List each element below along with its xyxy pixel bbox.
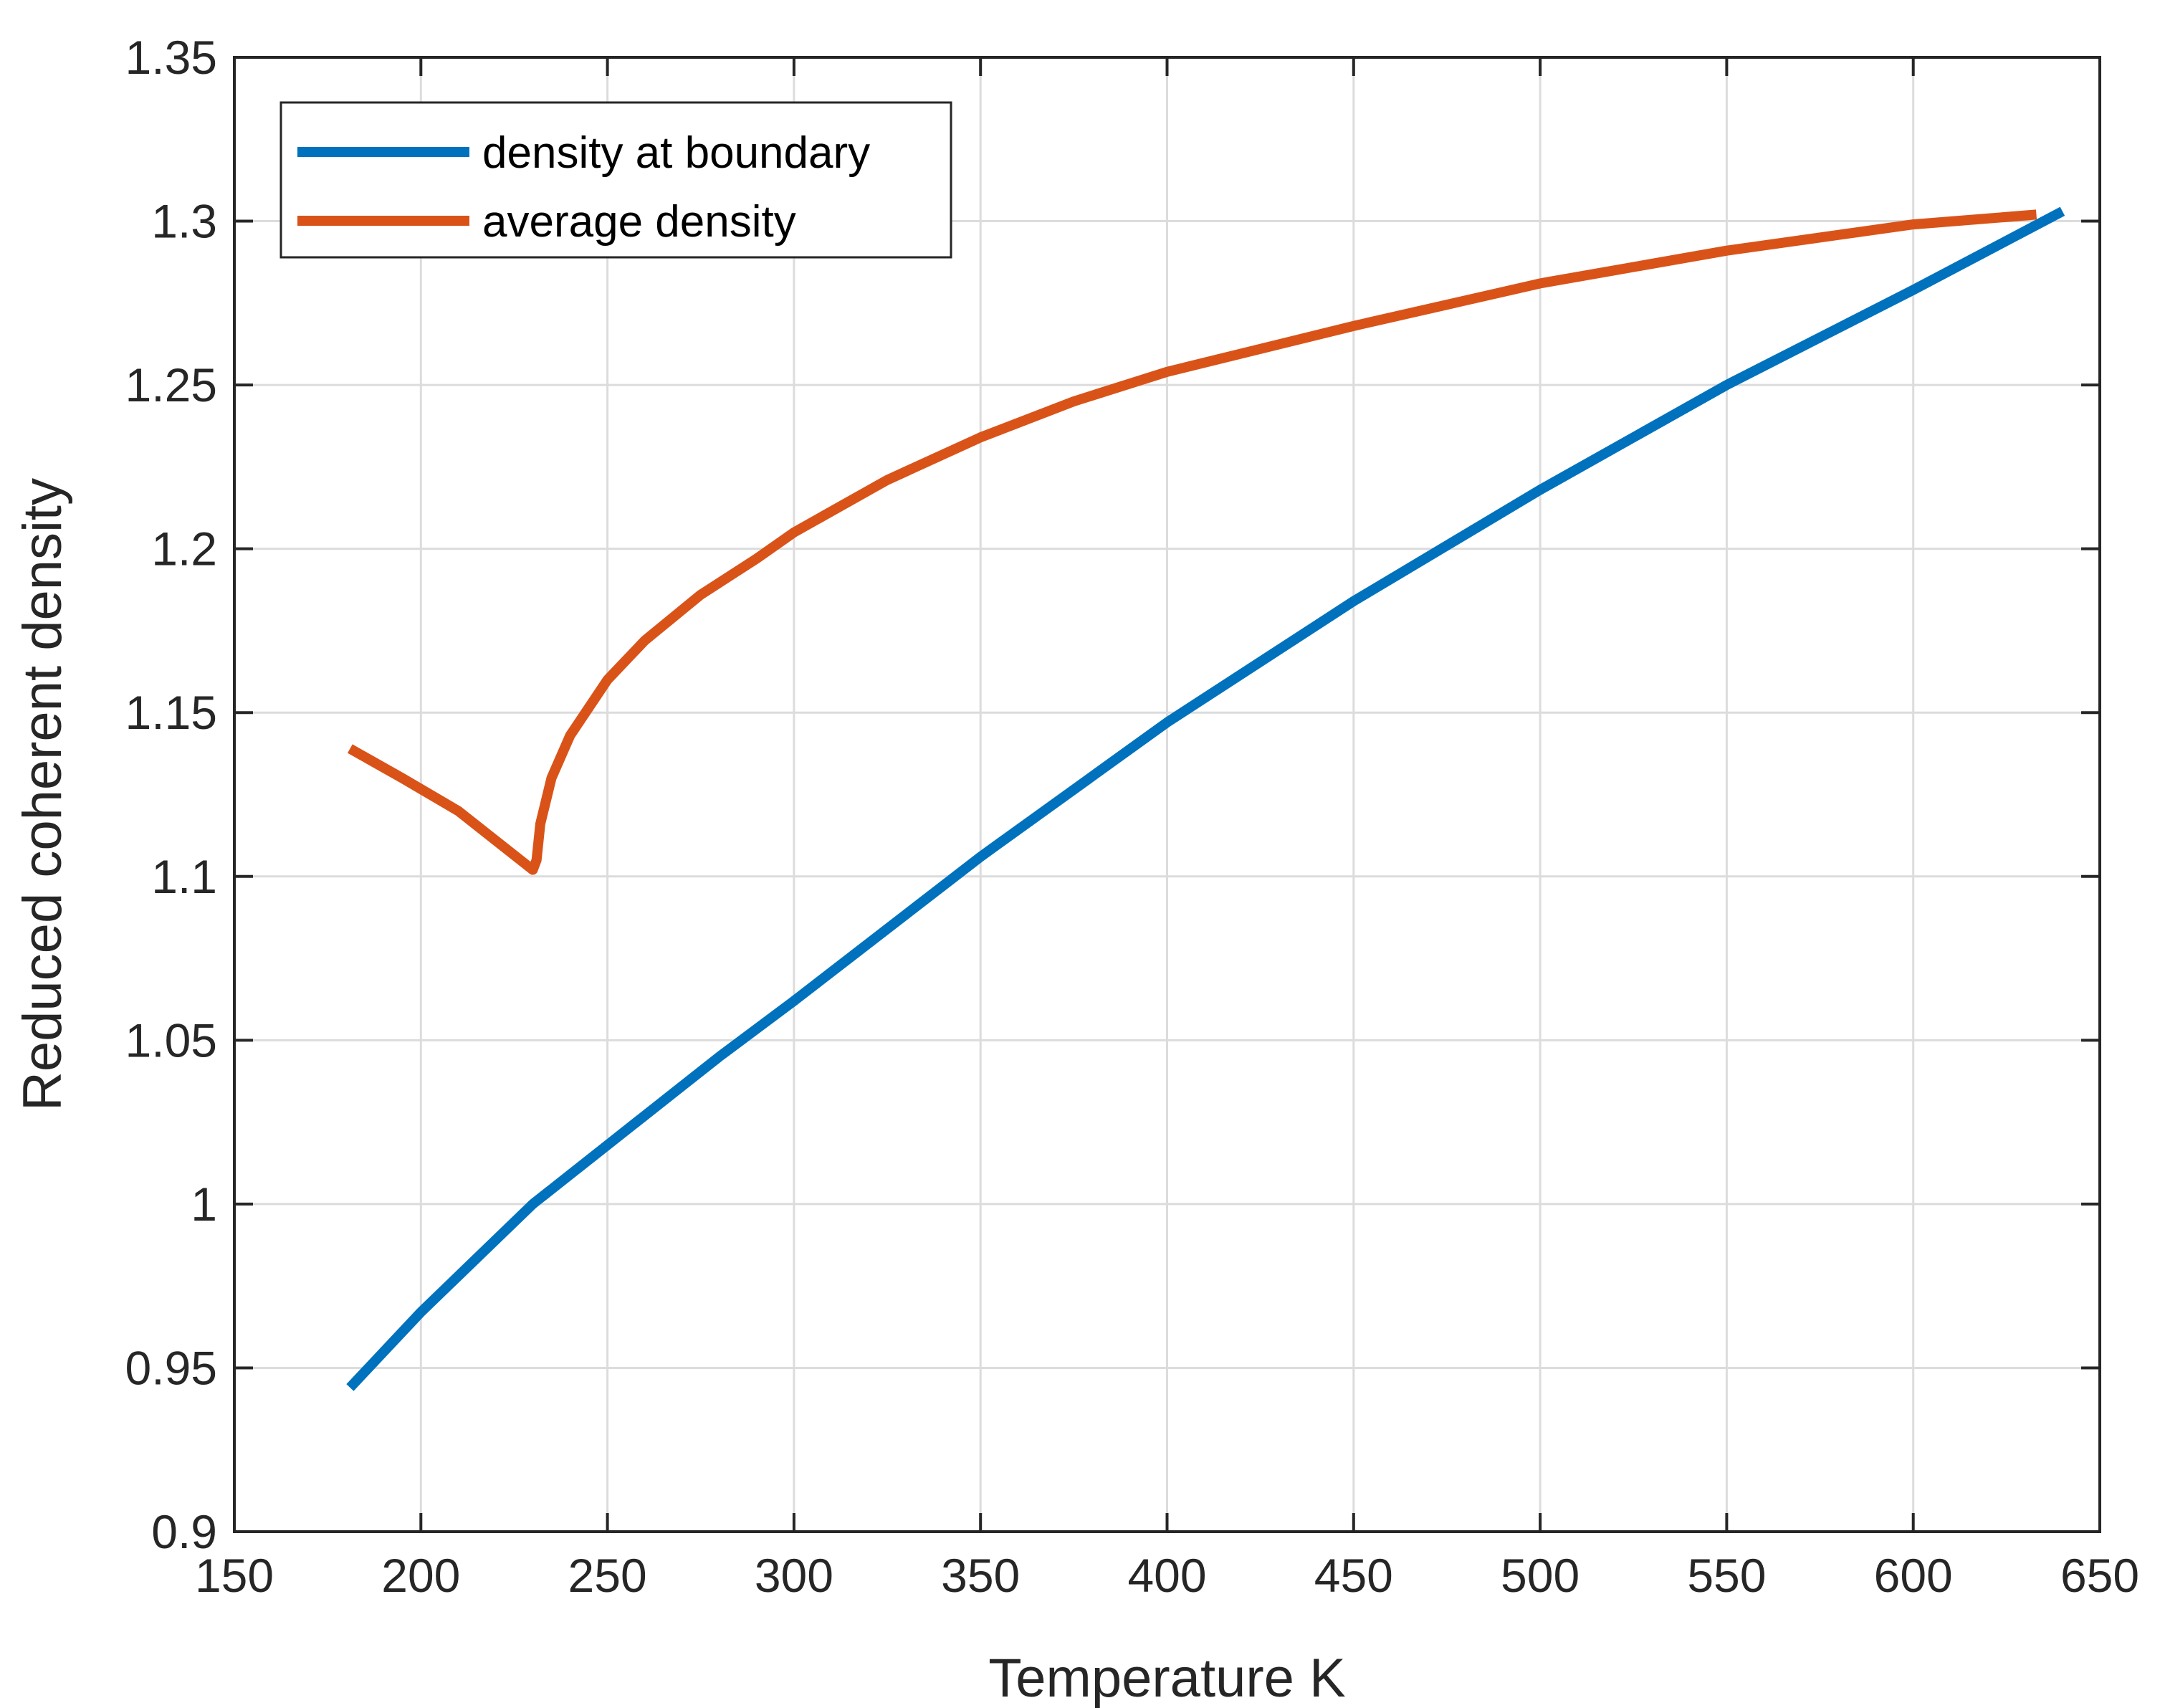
x-tick-label: 600 — [1874, 1549, 1953, 1602]
x-tick-label: 350 — [941, 1549, 1020, 1602]
legend-label-average-density: average density — [482, 197, 796, 247]
x-tick-label: 200 — [381, 1549, 460, 1602]
y-axis-title: Reduced coherent density — [12, 478, 73, 1111]
axis-ticks — [233, 56, 2101, 1533]
x-tick-label: 650 — [2060, 1549, 2139, 1602]
y-tick-label: 0.9 — [151, 1505, 217, 1558]
x-tick-label: 450 — [1314, 1549, 1393, 1602]
x-tick-label: 150 — [195, 1549, 274, 1602]
x-tick-labels: 150 200 250 300 350 400 450 500 550 600 650 — [195, 1549, 2139, 1602]
y-tick-label: 0.95 — [125, 1341, 217, 1394]
legend: density at boundary average density — [279, 101, 952, 259]
legend-box — [279, 101, 952, 259]
legend-label-density-at-boundary: density at boundary — [482, 128, 870, 178]
y-tick-label: 1.15 — [125, 686, 217, 739]
series-line-density-at-boundary — [346, 206, 2065, 1391]
x-tick-label: 500 — [1501, 1549, 1580, 1602]
x-tick-label: 400 — [1127, 1549, 1206, 1602]
series-layer — [346, 206, 2065, 1391]
y-tick-label: 1.05 — [125, 1013, 217, 1067]
x-tick-label: 300 — [755, 1549, 833, 1602]
y-tick-label: 1.2 — [151, 523, 217, 576]
y-tick-labels: 0.9 0.95 1 1.05 1.1 1.15 1.2 1.25 1.3 1.35 — [125, 31, 217, 1558]
y-tick-label: 1.35 — [125, 31, 217, 84]
x-axis-title: Temperature K — [988, 1648, 1345, 1708]
y-tick-label: 1 — [191, 1178, 217, 1231]
y-tick-label: 1.25 — [125, 358, 217, 411]
x-tick-label: 550 — [1687, 1549, 1766, 1602]
series-line-average-density — [347, 209, 2037, 875]
x-tick-label: 250 — [568, 1549, 647, 1602]
y-tick-label: 1.1 — [151, 850, 217, 903]
y-tick-label: 1.3 — [151, 195, 217, 248]
